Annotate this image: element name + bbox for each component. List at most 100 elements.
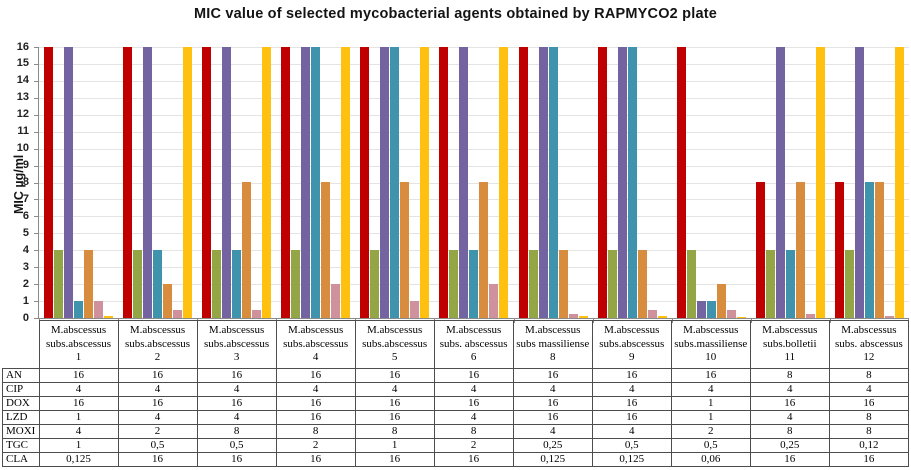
bar-an — [123, 47, 133, 318]
y-tick-mark — [34, 216, 38, 218]
bar-cip — [449, 250, 459, 318]
data-table: M.abscessus subs.abscessus 1 M.abscessus s… — [2, 320, 910, 467]
table-cell: 16 — [354, 368, 435, 383]
table-cell: 8 — [828, 424, 910, 439]
bar-moxi — [795, 182, 805, 318]
table-cell: 4 — [117, 410, 198, 425]
y-tick-mark — [34, 165, 38, 167]
table-cell: 16 — [354, 396, 435, 411]
y-tick-label: 5 — [22, 226, 29, 239]
gridline — [39, 114, 909, 116]
table-cell: 8 — [196, 424, 277, 439]
bar-cla — [262, 47, 272, 318]
table-cell: 2 — [433, 438, 514, 453]
table-cell: 8 — [749, 368, 830, 383]
table-cell: 0,5 — [591, 438, 672, 453]
table-cell: 0,25 — [512, 438, 593, 453]
category-group — [514, 47, 593, 318]
column-header: M.abscessus subs.abscessus 9 — [591, 320, 672, 369]
bar-cla — [815, 47, 825, 318]
plot-area — [38, 47, 909, 323]
table-cell: 16 — [512, 396, 593, 411]
table-cell: 1 — [38, 410, 119, 425]
bar-moxi — [716, 284, 726, 318]
table-cell: 4 — [275, 382, 356, 397]
bar-lzd — [311, 47, 321, 318]
y-tick-label: 0 — [22, 311, 29, 324]
bar-moxi — [400, 182, 410, 318]
column-header: M.abscessus subs.massiliense 10 — [670, 320, 751, 369]
bar-tgc — [173, 310, 183, 318]
table-cell: 4 — [670, 382, 751, 397]
y-tick-label: 6 — [22, 209, 29, 222]
gridline — [39, 63, 909, 65]
y-tick-mark — [34, 199, 38, 201]
x-axis-tick — [908, 319, 909, 323]
y-tick-label: 15 — [16, 57, 29, 70]
row-label: TGC — [2, 438, 40, 453]
table-row-an: AN 16 16 16 16 16 16 16 16 16 8 8 — [2, 368, 910, 383]
y-tick-label: 12 — [16, 108, 29, 121]
table-row-dox: DOX 16 16 16 16 16 16 16 16 1 16 16 — [2, 396, 910, 411]
table-cell: 1 — [38, 438, 119, 453]
gridline — [39, 131, 909, 133]
y-tick-label: 7 — [22, 192, 29, 205]
row-label: DOX — [2, 396, 40, 411]
table-cell: 16 — [749, 396, 830, 411]
bar-dox — [222, 47, 232, 318]
bar-an — [834, 182, 844, 318]
table-cell: 16 — [512, 410, 593, 425]
bar-cla — [183, 47, 193, 318]
table-cell: 4 — [38, 382, 119, 397]
table-cell: 4 — [512, 382, 593, 397]
table-header-row: M.abscessus subs.abscessus 1 M.abscessus s… — [2, 320, 910, 369]
bar-dox — [143, 47, 153, 318]
bar-lzd — [469, 250, 479, 318]
bar-cla — [578, 316, 588, 318]
bar-dox — [617, 47, 627, 318]
column-header: M.abscessus subs.abscessus 5 — [354, 320, 435, 369]
bar-dox — [854, 47, 864, 318]
table-row-lzd: LZD 1 4 4 16 16 4 16 16 1 4 8 — [2, 410, 910, 425]
table-cell: 16 — [38, 368, 119, 383]
bar-moxi — [84, 250, 94, 318]
table-cell: 4 — [591, 382, 672, 397]
bar-lzd — [548, 47, 558, 318]
bar-dox — [775, 47, 785, 318]
bar-moxi — [479, 182, 489, 318]
bar-lzd — [153, 250, 163, 318]
table-cell: 16 — [433, 396, 514, 411]
table-cell: 0,5 — [670, 438, 751, 453]
bar-dox — [538, 47, 548, 318]
table-cell: 16 — [196, 368, 277, 383]
bar-dox — [696, 301, 706, 318]
table-row-moxi: MOXI 4 2 8 8 8 8 4 4 2 8 8 — [2, 424, 910, 439]
table-corner — [2, 320, 39, 369]
gridline — [39, 148, 909, 150]
bar-moxi — [321, 182, 331, 318]
bar-cla — [420, 47, 430, 318]
table-cell: 16 — [433, 368, 514, 383]
category-group — [39, 47, 118, 318]
column-header: M.abscessus subs.abscessus 4 — [275, 320, 356, 369]
table-cell: 8 — [749, 424, 830, 439]
category-group — [593, 47, 672, 318]
bar-cip — [54, 250, 64, 318]
table-cell: 16 — [117, 452, 198, 467]
table-cell: 4 — [117, 382, 198, 397]
bar-cla — [104, 316, 114, 318]
table-cell: 16 — [117, 368, 198, 383]
bar-moxi — [637, 250, 647, 318]
bar-moxi — [242, 182, 252, 318]
y-tick-label: 10 — [16, 142, 29, 155]
bar-lzd — [74, 301, 84, 318]
table-cell: 0,125 — [591, 452, 672, 467]
table-cell: 4 — [749, 382, 830, 397]
table-cell: 0,06 — [670, 452, 751, 467]
bar-an — [44, 47, 54, 318]
bar-moxi — [874, 182, 884, 318]
column-header: M.abscessus subs. abscessus 6 — [433, 320, 514, 369]
y-tick-label: 9 — [22, 159, 29, 172]
y-tick-mark — [34, 148, 38, 150]
y-tick-label: 3 — [22, 260, 29, 273]
